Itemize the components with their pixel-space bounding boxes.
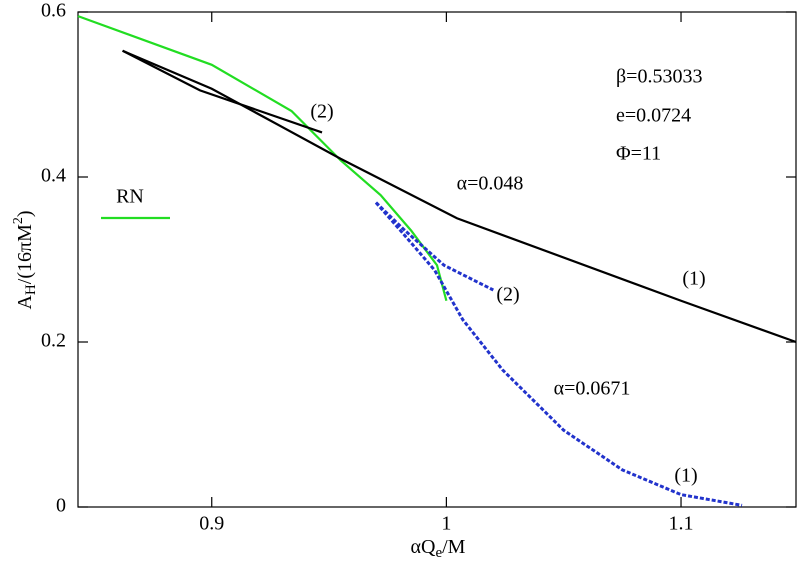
annotation: e=0.0724 — [616, 105, 691, 127]
series-line — [122, 49, 797, 344]
y-label-mid: /(16πM — [14, 224, 36, 284]
y-label-sup: 2 — [11, 217, 26, 224]
annotation: Φ=11 — [616, 143, 661, 165]
x-axis-label: αQe/M — [411, 536, 466, 562]
x-label-main: αQ — [411, 536, 436, 558]
y-label-end: ) — [14, 210, 36, 217]
annotation: β=0.53033 — [616, 66, 702, 88]
series-line — [77, 15, 448, 302]
legend-label: RN — [116, 186, 144, 208]
annotation: α=0.048 — [457, 173, 524, 195]
series-line — [374, 201, 743, 507]
annotation: α=0.0671 — [554, 378, 631, 400]
y-label-sub: H — [23, 284, 39, 295]
series-line — [122, 49, 323, 134]
annotation: (2) — [496, 284, 519, 306]
y-tick-label: 0 — [56, 495, 66, 517]
annotation: (1) — [682, 268, 705, 290]
x-label-rest: /M — [442, 536, 466, 558]
y-tick-label: 0.4 — [41, 165, 66, 187]
x-tick-label: 0.9 — [199, 513, 224, 535]
y-label-main: A — [14, 295, 36, 310]
y-tick-label: 0.2 — [41, 330, 66, 352]
y-tick-label: 0.6 — [41, 0, 66, 22]
y-axis-label: AH/(16πM2) — [11, 210, 39, 309]
plot-frame — [77, 11, 797, 508]
annotation: (2) — [310, 101, 333, 123]
series-line — [374, 201, 494, 292]
x-tick-label: 1.1 — [669, 513, 694, 535]
annotation: (1) — [674, 465, 697, 487]
x-label-sub: e — [435, 545, 442, 561]
x-tick-label: 1 — [441, 513, 451, 535]
